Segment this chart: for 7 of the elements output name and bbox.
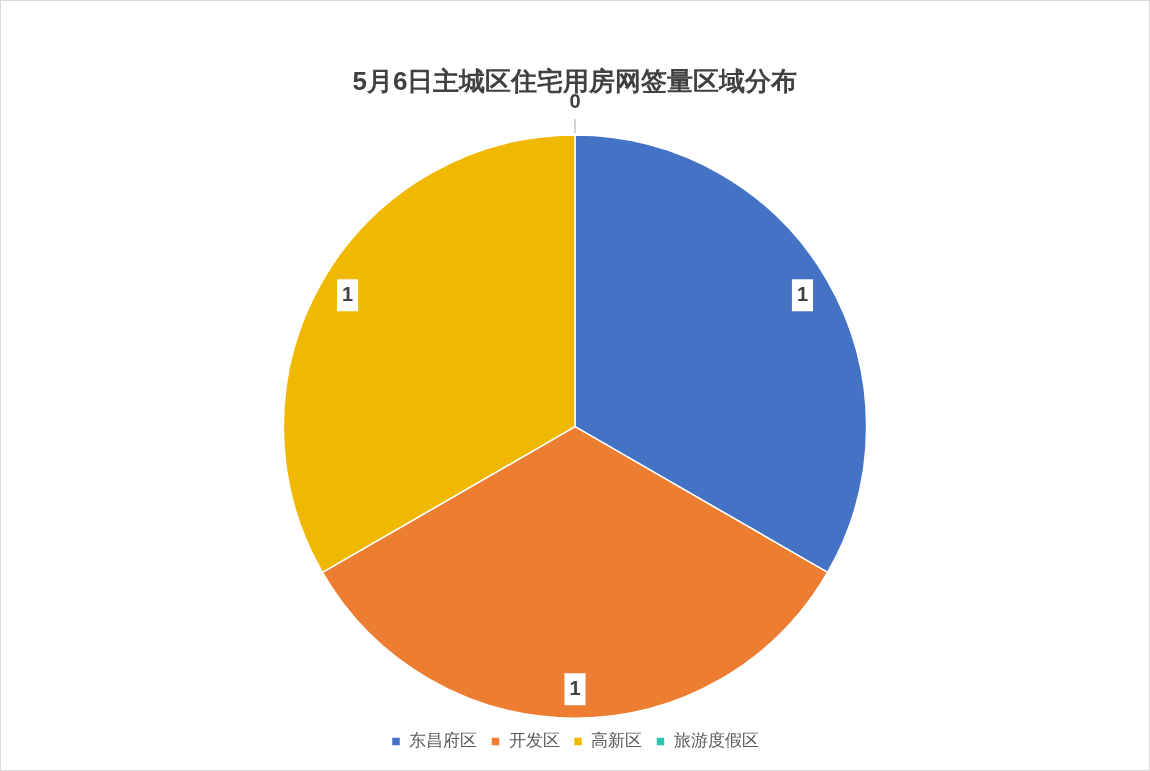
legend-label: 东昌府区 xyxy=(409,731,477,751)
legend-label: 开发区 xyxy=(508,731,560,751)
data-label: 1 xyxy=(569,676,581,699)
legend-label: 高新区 xyxy=(591,731,642,751)
data-label: 1 xyxy=(796,282,809,305)
data-label: 1 xyxy=(341,282,354,305)
legend-label: 旅游度假区 xyxy=(673,731,759,751)
